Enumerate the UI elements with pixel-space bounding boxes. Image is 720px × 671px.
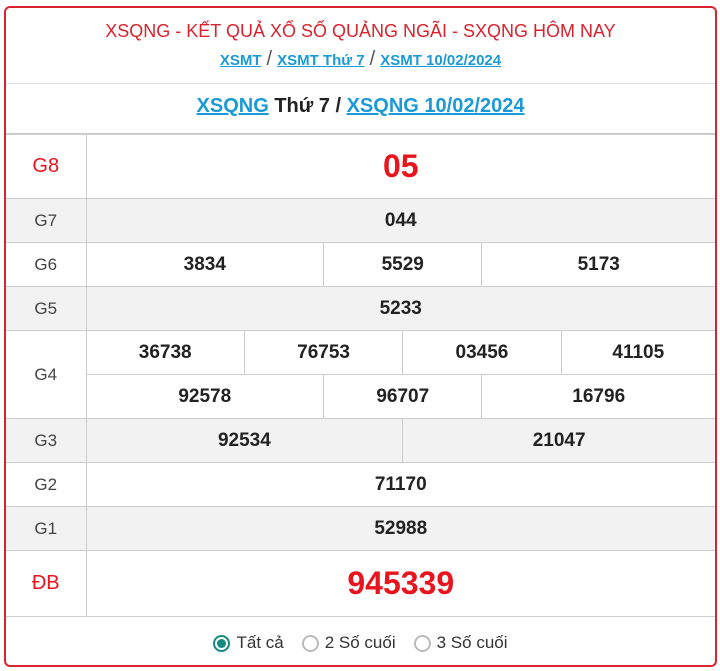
filter-3-digits[interactable]: 3 Số cuối <box>413 633 508 653</box>
prize-number: 03456 <box>402 330 562 375</box>
row-g2: G2 71170 <box>6 462 715 507</box>
radio-icon[interactable] <box>413 634 431 652</box>
row-g1: G1 52988 <box>6 506 715 551</box>
prize-number: 05 <box>85 134 715 199</box>
prize-label: G7 <box>6 198 87 243</box>
weekday-text: Thứ 7 / <box>268 95 347 117</box>
special-prize-number: 945339 <box>85 550 715 617</box>
prize-label: ĐB <box>6 550 87 617</box>
option-label: 3 Số cuối <box>436 633 508 652</box>
row-g7: G7 044 <box>6 198 715 243</box>
page-title: XSQNG - KẾT QUẢ XỔ SỐ QUẢNG NGÃI - SXQNG… <box>105 21 616 41</box>
prize-number: 044 <box>85 198 715 243</box>
lottery-results-panel: XSQNG - KẾT QUẢ XỔ SỐ QUẢNG NGÃI - SXQNG… <box>4 6 717 667</box>
crumb-xsmt-thu7[interactable]: XSMT Thứ 7 <box>277 52 365 69</box>
prize-number: 76753 <box>243 330 404 375</box>
row-g4b: 92578 96707 16796 <box>6 374 715 419</box>
results-table: G8 05 G7 044 G6 3834 5529 5173 G5 5233 G4 36738… <box>6 134 715 617</box>
row-db: ĐB 945339 <box>6 550 715 617</box>
result-subtitle: XSQNG Thứ 7 / XSQNG 10/02/2024 <box>6 84 715 134</box>
filter-all[interactable]: Tất cả <box>213 633 284 653</box>
radio-selected-icon[interactable] <box>213 634 231 652</box>
prize-number: 96707 <box>323 374 483 419</box>
prize-number: 5173 <box>481 242 715 287</box>
crumb-separator: / <box>369 48 376 70</box>
option-label: 2 Số cuối <box>324 633 396 652</box>
prize-number: 71170 <box>85 462 715 507</box>
prize-label: G6 <box>6 242 87 287</box>
prize-number: 92534 <box>85 418 404 463</box>
prize-number: 92578 <box>85 374 325 419</box>
xsqng-link[interactable]: XSQNG <box>196 95 269 117</box>
prize-number: 3834 <box>85 242 325 287</box>
prize-number: 16796 <box>481 374 715 419</box>
radio-icon[interactable] <box>301 634 319 652</box>
prize-label: G5 <box>6 286 87 331</box>
prize-number: 36738 <box>85 330 245 375</box>
row-g3: G3 92534 21047 <box>6 418 715 463</box>
prize-number: 5233 <box>85 286 715 331</box>
prize-number: 21047 <box>402 418 715 463</box>
prize-label: G8 <box>6 134 87 199</box>
crumb-separator: / <box>266 48 273 70</box>
crumb-xsmt[interactable]: XSMT <box>219 52 262 69</box>
crumb-xsmt-date[interactable]: XSMT 10/02/2024 <box>380 52 502 69</box>
option-label: Tất cả <box>236 633 284 652</box>
prize-number: 52988 <box>85 506 715 551</box>
prize-number: 5529 <box>323 242 483 287</box>
prize-label: G4 <box>6 330 87 419</box>
prize-label: G3 <box>6 418 87 463</box>
xsqng-date-link[interactable]: XSQNG 10/02/2024 <box>346 95 525 117</box>
digit-filter: Tất cả 2 Số cuối 3 Số cuối <box>6 617 715 665</box>
prize-label: G2 <box>6 462 87 507</box>
prize-label: G1 <box>6 506 87 551</box>
row-g5: G5 5233 <box>6 286 715 331</box>
row-g4: G4 36738 76753 03456 41105 <box>6 330 715 419</box>
row-g6: G6 3834 5529 5173 <box>6 242 715 287</box>
filter-2-digits[interactable]: 2 Số cuối <box>301 633 396 653</box>
row-g8: G8 05 <box>6 134 715 199</box>
prize-number: 41105 <box>560 330 715 375</box>
breadcrumb: XSMT / XSMT Thứ 7/XSMT 10/02/2024 <box>6 48 715 71</box>
header: XSQNG - KẾT QUẢ XỔ SỐ QUẢNG NGÃI - SXQNG… <box>6 8 715 84</box>
